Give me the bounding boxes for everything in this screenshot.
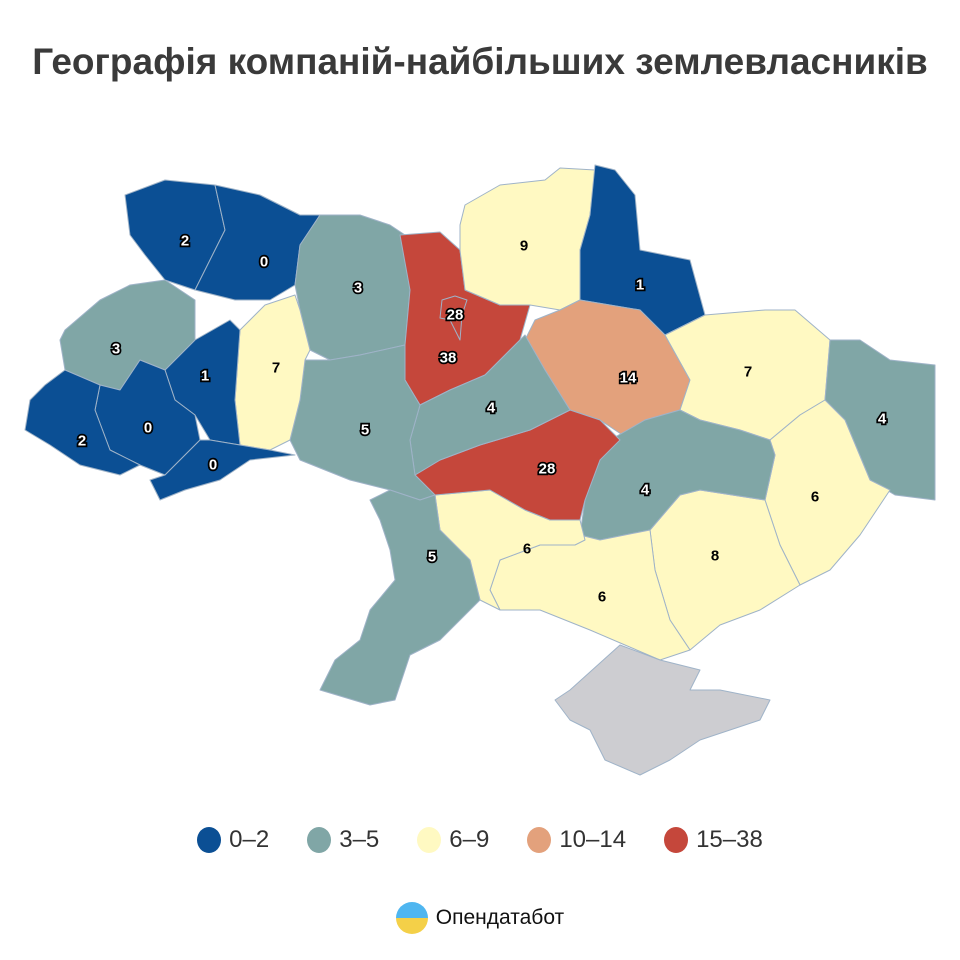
region-value-label: 3 <box>112 341 120 358</box>
region <box>579 409 776 541</box>
region-value-label: 2 <box>181 233 189 250</box>
region-value-label: 2 <box>78 433 86 450</box>
region-value-label: 0 <box>260 254 268 271</box>
region-value-label: 8 <box>711 548 719 565</box>
region-value-label: 4 <box>641 482 650 499</box>
region-value-label: 9 <box>520 238 528 255</box>
region <box>289 344 436 501</box>
legend-item: 3–5 <box>307 826 379 854</box>
region <box>294 214 411 361</box>
region <box>24 369 141 476</box>
region-value-label: 1 <box>201 368 209 385</box>
map-title: Географія компаній-найбільших землевласн… <box>32 41 928 82</box>
region-value-label: 0 <box>144 420 152 437</box>
legend-item: 10–14 <box>527 826 626 854</box>
region-value-label: 6 <box>523 541 531 558</box>
region-value-label: 4 <box>487 400 496 417</box>
region-value-label: 7 <box>744 364 752 381</box>
region-value-label: 1 <box>636 277 644 294</box>
region-no-data <box>554 644 771 776</box>
region-value-label: 4 <box>878 411 887 428</box>
region-kyiv-city <box>439 295 468 341</box>
legend-item: 0–2 <box>197 826 269 854</box>
legend-label: 10–14 <box>559 826 627 853</box>
region <box>149 439 296 501</box>
logo-text: Опендатабот <box>435 906 565 929</box>
legend-label: 6–9 <box>449 826 490 853</box>
region-value-label: 6 <box>811 489 819 506</box>
legend-item: 15–38 <box>664 826 763 854</box>
region-value-label: 0 <box>209 457 217 474</box>
legend-swatch <box>307 827 332 853</box>
region-value-label: 7 <box>272 360 280 377</box>
legend-swatch <box>197 827 222 853</box>
legend-item: 6–9 <box>417 826 489 854</box>
region-value-label: 28 <box>539 461 556 478</box>
region <box>319 489 481 706</box>
legend-swatch <box>417 827 442 853</box>
legend-label: 3–5 <box>339 826 380 853</box>
region-value-label: 6 <box>598 589 606 606</box>
region-value-label: 14 <box>620 370 637 387</box>
region-value-label: 38 <box>440 350 457 367</box>
legend: 0–2 3–5 6–9 10–14 15–38 <box>0 826 960 854</box>
region-value-label: 5 <box>361 422 369 439</box>
logo: Опендатабот <box>0 902 960 934</box>
legend-swatch <box>527 827 552 853</box>
region-value-label: 28 <box>447 307 464 324</box>
legend-label: 0–2 <box>229 826 270 853</box>
logo-icon <box>395 902 428 934</box>
legend-swatch <box>664 827 689 853</box>
region-value-label: 5 <box>428 549 436 566</box>
region-value-label: 3 <box>354 280 362 297</box>
legend-label: 15–38 <box>696 826 763 853</box>
